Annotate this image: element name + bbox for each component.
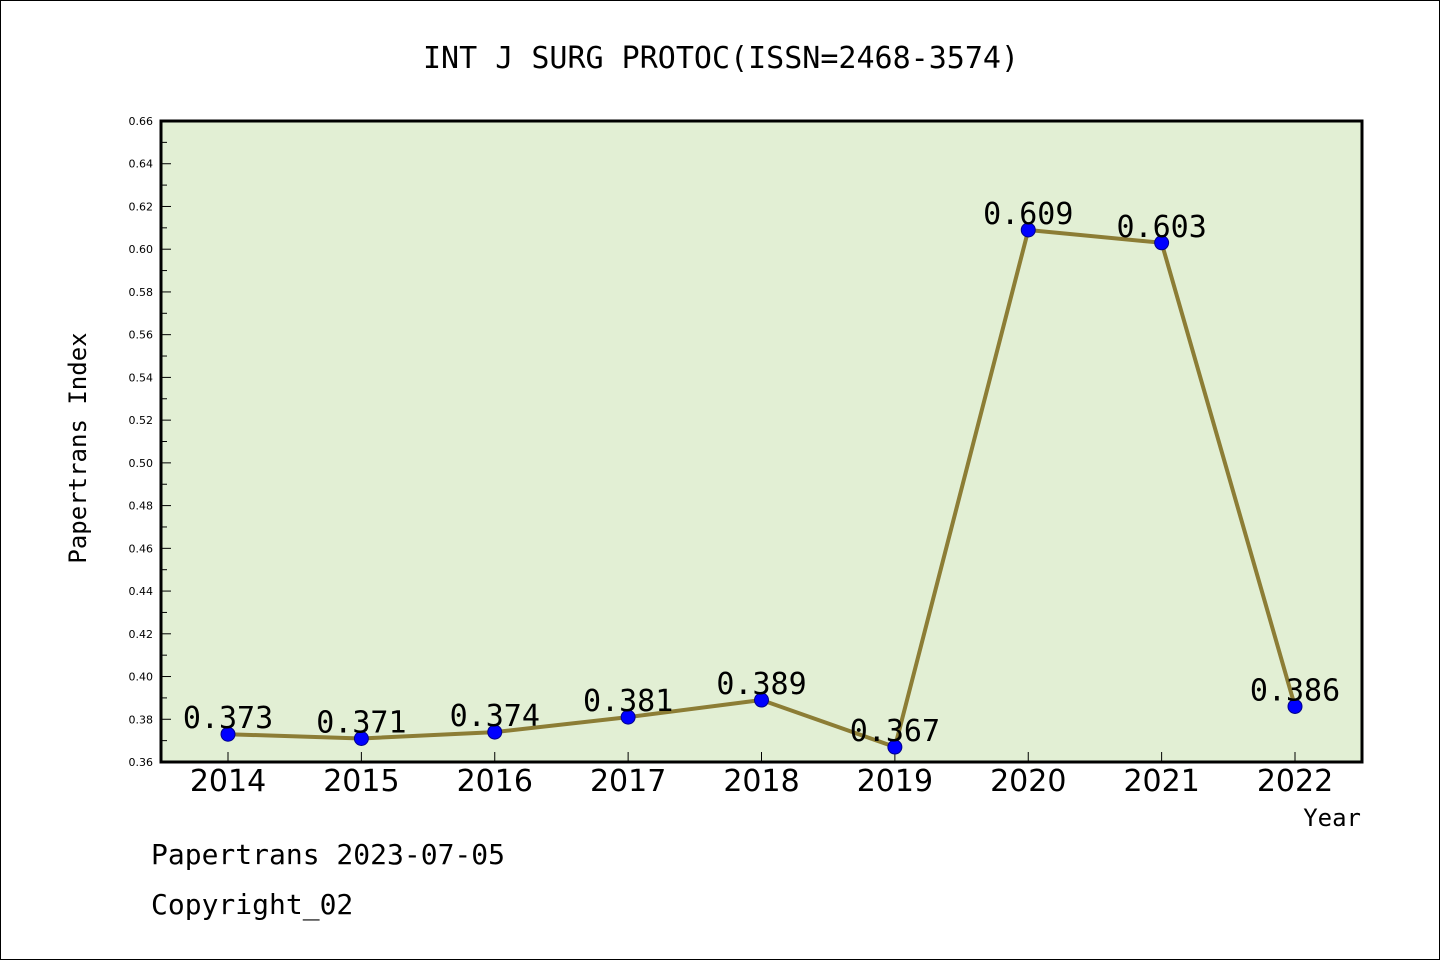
y-tick-label: 0.62: [129, 200, 154, 213]
data-point: [220, 726, 236, 742]
y-axis-title: Papertrans Index: [64, 332, 92, 563]
data-point: [1154, 235, 1170, 251]
y-tick-label: 0.50: [129, 457, 154, 470]
y-tick-label: 0.42: [129, 628, 154, 641]
x-tick-label: 2014: [190, 764, 266, 799]
x-tick-label: 2019: [857, 764, 933, 799]
data-point: [1020, 222, 1036, 238]
y-tick-label: 0.52: [129, 414, 154, 427]
data-point: [487, 724, 503, 740]
y-tick-label: 0.54: [129, 371, 154, 384]
x-tick-label: 2017: [590, 764, 666, 799]
footer-copyright: Copyright_02: [151, 888, 353, 922]
x-tick-label: 2018: [723, 764, 799, 799]
y-tick-label: 0.36: [129, 756, 154, 769]
footer-date: Papertrans 2023-07-05: [151, 838, 505, 871]
x-tick-label: 2021: [1123, 764, 1199, 799]
data-label: 0.603: [1116, 210, 1206, 245]
y-tick-label: 0.38: [129, 713, 154, 726]
x-tick-label: 2015: [323, 764, 399, 799]
data-label: 0.373: [183, 701, 273, 736]
data-label: 0.386: [1250, 673, 1340, 708]
plot-area: [159, 119, 1364, 764]
y-tick-label: 0.58: [129, 286, 154, 299]
y-tick-label: 0.44: [129, 585, 154, 598]
data-label: 0.389: [716, 667, 806, 702]
y-tick-label: 0.60: [129, 243, 154, 256]
y-axis: 0.36 0.38 0.40 0.42 0.44 0.46 0.48 0.50 0.52 0.54…: [129, 115, 171, 769]
x-tick-label: 2016: [457, 764, 533, 799]
x-axis-title: Year: [1303, 804, 1361, 832]
data-label: 0.609: [983, 197, 1073, 232]
x-axis: 2014 2015 2016 2017 2018 2019 2020 2021 2022: [190, 752, 1333, 799]
y-tick-label: 0.66: [129, 115, 154, 128]
y-tick-label: 0.64: [129, 158, 154, 171]
x-tick-label: 2020: [990, 764, 1066, 799]
data-point: [887, 739, 903, 755]
data-labels: 0.373 0.371 0.374 0.381 0.389 0.367 0.609 0.603…: [183, 197, 1340, 749]
data-point: [620, 709, 636, 725]
y-tick-label: 0.48: [129, 500, 154, 513]
data-label: 0.371: [316, 705, 406, 740]
y-tick-label: 0.46: [129, 542, 154, 555]
data-label: 0.374: [450, 699, 540, 734]
y-tick-label: 0.56: [129, 329, 154, 342]
data-label: 0.367: [850, 714, 940, 749]
x-tick-label: 2022: [1257, 764, 1333, 799]
data-label: 0.381: [583, 684, 673, 719]
data-points: [220, 222, 1303, 755]
y-tick-label: 0.40: [129, 671, 154, 684]
chart-title: INT J SURG PROTOC(ISSN=2468-3574): [423, 41, 1019, 76]
data-point: [1287, 698, 1303, 714]
data-point: [754, 692, 769, 708]
data-point: [353, 730, 369, 746]
